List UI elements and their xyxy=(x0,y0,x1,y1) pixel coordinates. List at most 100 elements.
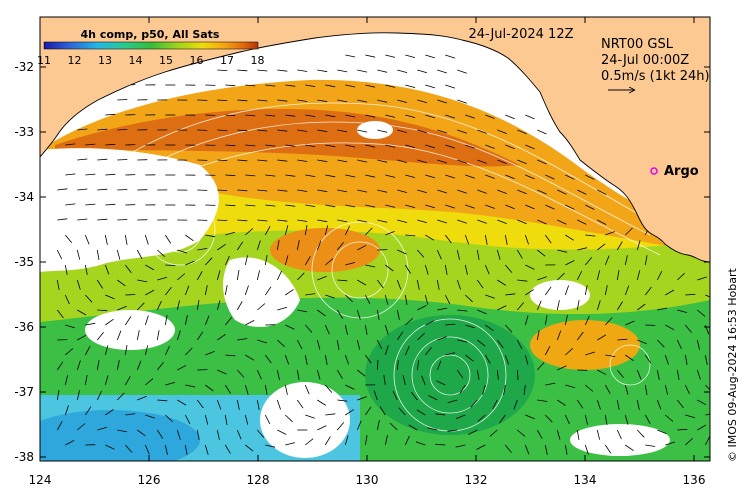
current-vector xyxy=(96,360,100,371)
current-vector xyxy=(482,384,486,395)
current-vector xyxy=(557,249,568,253)
current-vector xyxy=(417,159,428,164)
current-vector xyxy=(344,435,349,446)
current-vector xyxy=(677,272,685,281)
current-vector xyxy=(256,270,260,281)
current-vector xyxy=(185,347,193,356)
current-vector xyxy=(264,286,272,296)
current-vector xyxy=(156,361,164,371)
current-vector xyxy=(316,240,322,251)
current-vector xyxy=(217,219,228,221)
current-vector xyxy=(405,144,416,148)
current-vector xyxy=(427,427,438,431)
current-vector xyxy=(684,354,688,365)
current-vector xyxy=(104,264,110,275)
current-vector xyxy=(417,189,428,194)
current-vector xyxy=(637,429,645,438)
current-vector xyxy=(65,348,74,356)
current-vector xyxy=(476,249,480,260)
current-vector xyxy=(297,272,305,281)
current-vector xyxy=(357,189,368,193)
current-vector xyxy=(217,243,226,251)
current-vector xyxy=(365,84,376,88)
current-vector xyxy=(164,234,172,244)
current-vector xyxy=(397,189,408,193)
current-vector xyxy=(576,399,584,409)
current-vector xyxy=(256,369,262,380)
current-vector xyxy=(337,189,348,193)
current-vector xyxy=(664,354,669,365)
current-vector xyxy=(77,128,88,131)
current-vector xyxy=(417,99,428,104)
current-vector xyxy=(256,429,265,438)
current-vector xyxy=(237,159,248,162)
current-vector xyxy=(385,54,396,58)
current-vector xyxy=(205,257,213,266)
current-vector xyxy=(117,189,128,191)
current-vector xyxy=(265,114,276,117)
current-vector xyxy=(256,399,260,410)
current-vector xyxy=(445,323,456,326)
current-vector xyxy=(697,399,707,406)
sst-orange-patch-east xyxy=(530,320,640,370)
current-vector xyxy=(105,203,116,206)
current-vector xyxy=(117,279,126,287)
current-vector xyxy=(404,294,408,305)
current-vector xyxy=(317,159,328,163)
current-vector xyxy=(537,362,545,371)
current-vector xyxy=(245,84,256,87)
current-vector xyxy=(305,144,316,147)
current-vector xyxy=(165,264,176,266)
current-vector xyxy=(145,289,155,296)
current-vector xyxy=(137,279,148,283)
current-vector xyxy=(377,159,388,163)
current-vector xyxy=(217,99,228,101)
current-vector xyxy=(104,234,108,245)
current-vector xyxy=(205,351,215,356)
current-vector xyxy=(277,339,285,347)
current-vector xyxy=(405,114,416,118)
current-vector xyxy=(496,369,499,380)
current-vector xyxy=(644,384,648,395)
current-vector xyxy=(605,354,616,357)
current-vector xyxy=(317,309,326,317)
current-vector xyxy=(585,234,596,237)
plot-frame xyxy=(39,16,711,462)
current-vector xyxy=(445,204,456,209)
current-vector xyxy=(357,396,367,401)
current-vector xyxy=(397,219,408,223)
current-vector xyxy=(196,300,200,311)
current-vector xyxy=(685,414,696,419)
current-vector xyxy=(316,339,321,350)
current-vector xyxy=(345,294,353,303)
current-vector xyxy=(204,444,209,455)
current-vector xyxy=(105,113,116,116)
current-vector xyxy=(77,158,88,161)
current-vector xyxy=(605,231,615,236)
current-vector xyxy=(176,429,181,440)
current-vector xyxy=(124,264,132,274)
current-vector xyxy=(197,248,208,251)
current-vector xyxy=(284,384,288,395)
current-vector xyxy=(437,219,448,224)
current-vector xyxy=(557,272,565,281)
current-vector xyxy=(410,391,418,401)
current-vector xyxy=(245,320,255,326)
current-vector xyxy=(245,204,256,207)
current-vector xyxy=(136,360,142,371)
current-vector xyxy=(96,390,102,401)
current-vector xyxy=(435,413,446,416)
current-vector xyxy=(245,444,254,452)
current-vector xyxy=(305,114,316,117)
current-vector xyxy=(557,399,566,406)
current-vector xyxy=(56,390,60,401)
current-vector xyxy=(336,309,344,319)
current-vector xyxy=(484,234,488,245)
current-vector xyxy=(84,406,92,416)
cloud-gap-east xyxy=(530,280,590,310)
current-vector xyxy=(604,414,608,425)
current-vector xyxy=(657,339,665,348)
current-vector xyxy=(216,429,220,440)
current-vector xyxy=(296,369,300,380)
current-vector xyxy=(304,384,310,395)
